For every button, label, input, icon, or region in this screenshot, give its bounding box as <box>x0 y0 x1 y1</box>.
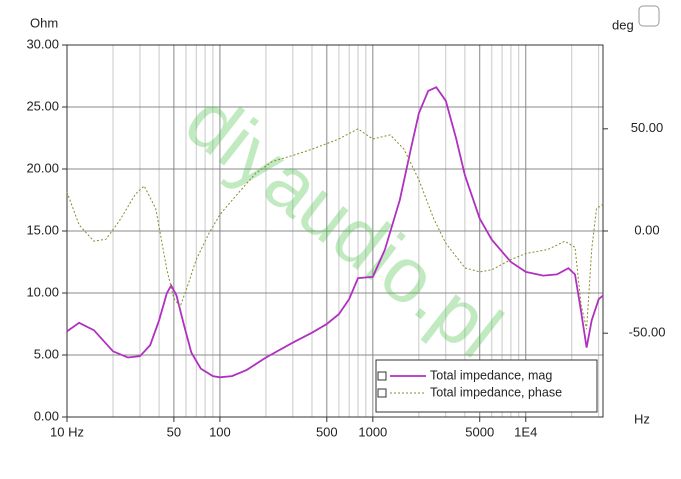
legend-box <box>375 359 598 413</box>
y2-tick-label: -50.00 <box>629 325 666 340</box>
legend-label: Total impedance, mag <box>430 368 552 382</box>
checkbox[interactable] <box>638 5 660 27</box>
x-axis-label: Hz <box>634 411 650 426</box>
y-axis-label: Ohm <box>30 15 58 30</box>
x-tick-label: 1000 <box>358 424 387 439</box>
x-tick-label: 10 Hz <box>50 424 84 439</box>
y-tick-label: 5.00 <box>34 346 59 361</box>
y2-tick-label: 50.00 <box>631 120 664 135</box>
y-tick-label: 10.00 <box>26 284 59 299</box>
x-tick-label: 1E4 <box>514 424 537 439</box>
y-tick-label: 0.00 <box>34 408 59 423</box>
y-tick-label: 15.00 <box>26 222 59 237</box>
y-tick-label: 30.00 <box>26 36 59 51</box>
y2-tick-label: 0.00 <box>634 222 659 237</box>
x-tick-label: 50 <box>167 424 181 439</box>
series-line <box>66 128 604 330</box>
y-tick-label: 25.00 <box>26 98 59 113</box>
y-tick-label: 20.00 <box>26 160 59 175</box>
legend-checkbox <box>377 371 387 381</box>
series-line <box>66 86 604 379</box>
legend-checkbox <box>377 388 387 398</box>
x-tick-label: 100 <box>209 424 231 439</box>
x-tick-label: 500 <box>316 424 338 439</box>
plot-frame <box>66 44 604 418</box>
x-tick-label: 5000 <box>465 424 494 439</box>
legend-label: Total impedance, phase <box>430 385 562 399</box>
y2-axis-label: deg <box>612 17 634 32</box>
